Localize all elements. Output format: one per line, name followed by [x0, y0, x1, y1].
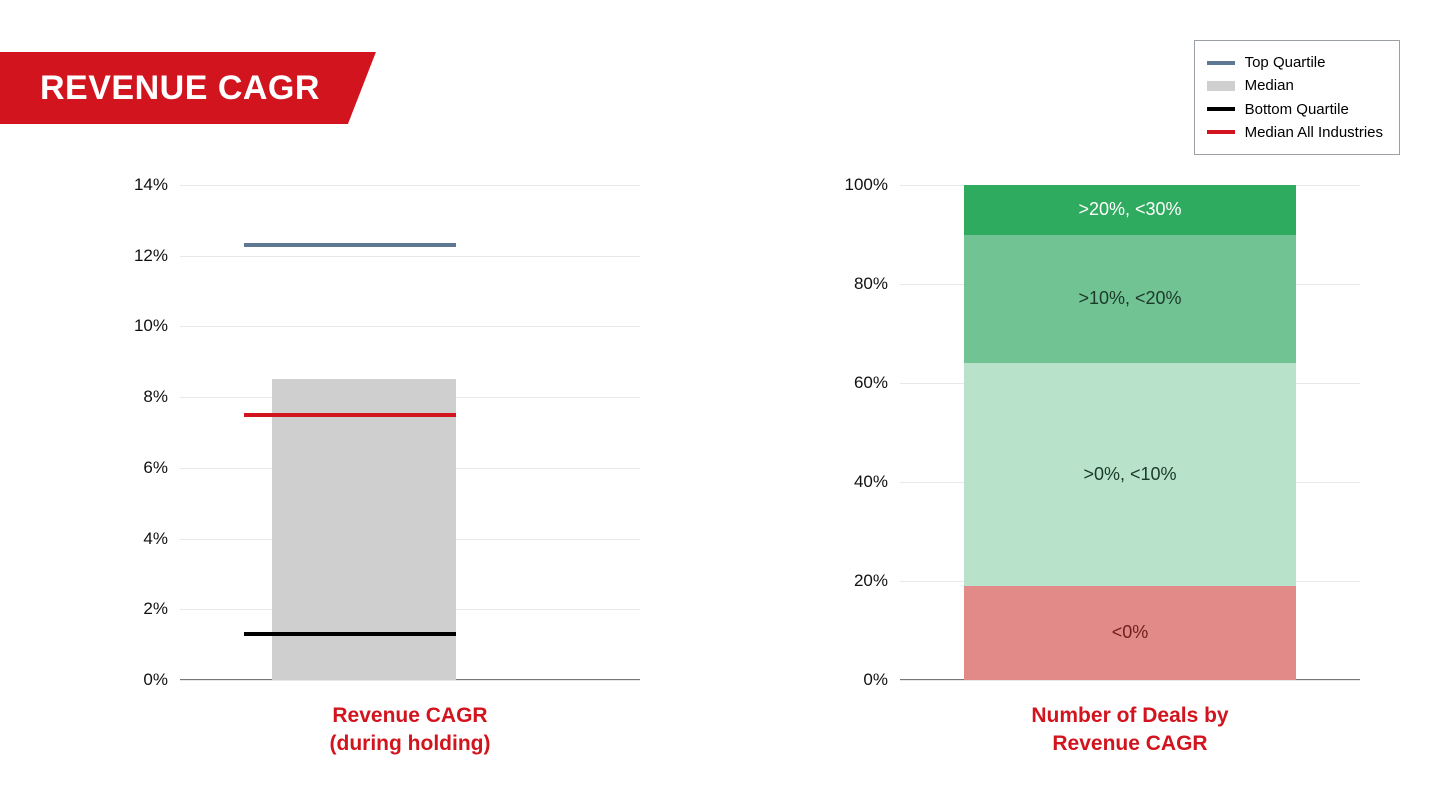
left-chart-area: 0%2%4%6%8%10%12%14% Revenue CAGR (during…: [180, 185, 640, 680]
charts-row: 0%2%4%6%8%10%12%14% Revenue CAGR (during…: [0, 175, 1440, 780]
legend-swatch: [1207, 107, 1235, 111]
stacked-segment: >10%, <20%: [964, 235, 1295, 364]
title-banner: REVENUE CAGR: [0, 52, 376, 124]
page: REVENUE CAGR Top QuartileMedianBottom Qu…: [0, 0, 1440, 810]
gridline: [180, 256, 640, 257]
gridline: [180, 326, 640, 327]
ytick-label: 0%: [143, 670, 180, 690]
stacked-segment: >0%, <10%: [964, 363, 1295, 586]
ytick-label: 0%: [863, 670, 900, 690]
right-xlabel: Number of Deals by Revenue CAGR: [900, 702, 1360, 759]
right-xlabel-line1: Number of Deals by: [900, 702, 1360, 730]
stacked-segment: >20%, <30%: [964, 185, 1295, 235]
ytick-label: 60%: [854, 373, 900, 393]
legend-item: Bottom Quartile: [1207, 98, 1383, 121]
right-xlabel-line2: Revenue CAGR: [900, 730, 1360, 758]
ytick-label: 8%: [143, 387, 180, 407]
stacked-segment: <0%: [964, 586, 1295, 680]
right-chart: 0% 20% 40% 60% 80% 100% >20%, <30%>10%, <20%>0…: [720, 175, 1440, 780]
ytick-label: 20%: [854, 571, 900, 591]
legend-label: Bottom Quartile: [1245, 98, 1349, 121]
legend-item: Median All Industries: [1207, 121, 1383, 144]
left-chart: 0%2%4%6%8%10%12%14% Revenue CAGR (during…: [0, 175, 720, 780]
top-quartile-marker: [244, 243, 456, 247]
ytick-label: 4%: [143, 529, 180, 549]
gridline: [180, 185, 640, 186]
page-title: REVENUE CAGR: [40, 69, 320, 108]
ytick-label: 12%: [134, 246, 180, 266]
ytick-label: 40%: [854, 472, 900, 492]
ytick-label: 14%: [134, 175, 180, 195]
ytick-label: 80%: [854, 274, 900, 294]
gridline: [180, 680, 640, 681]
left-xlabel-line1: Revenue CAGR: [180, 702, 640, 730]
legend-label: Median: [1245, 74, 1294, 97]
ytick-label: 2%: [143, 599, 180, 619]
legend-swatch: [1207, 130, 1235, 134]
legend-swatch: [1207, 61, 1235, 65]
bottom-quartile-marker: [244, 632, 456, 636]
median-all-marker: [244, 413, 456, 417]
right-chart-area: 0%20%40%60%80%100%>20%, <30%>10%, <20%>0…: [900, 185, 1360, 680]
ytick-label: 10%: [134, 316, 180, 336]
legend-item: Median: [1207, 74, 1383, 97]
gridline: [900, 680, 1360, 681]
ytick-label: 6%: [143, 458, 180, 478]
legend: Top QuartileMedianBottom QuartileMedian …: [1194, 40, 1400, 155]
legend-item: Top Quartile: [1207, 51, 1383, 74]
legend-label: Median All Industries: [1245, 121, 1383, 144]
left-xlabel-line2: (during holding): [180, 730, 640, 758]
legend-swatch: [1207, 81, 1235, 91]
ytick-label: 100%: [845, 175, 900, 195]
left-plot: 0%2%4%6%8%10%12%14%: [180, 185, 640, 680]
right-plot: 0%20%40%60%80%100%>20%, <30%>10%, <20%>0…: [900, 185, 1360, 680]
left-xlabel: Revenue CAGR (during holding): [180, 702, 640, 759]
legend-label: Top Quartile: [1245, 51, 1326, 74]
